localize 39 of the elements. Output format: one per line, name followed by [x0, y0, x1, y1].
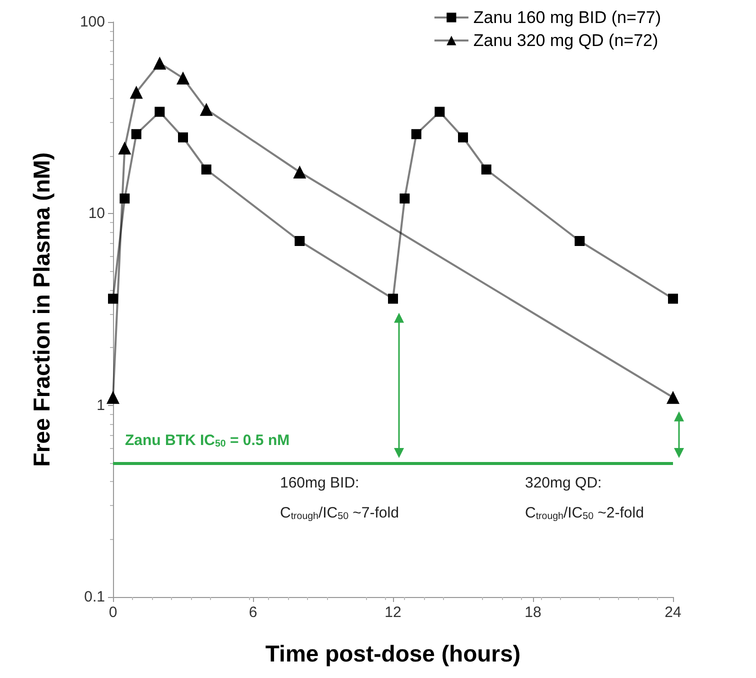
point — [458, 132, 468, 142]
x-tick-label: 6 — [248, 604, 258, 621]
annotation: 160mg BID: Ctrough/IC50 ~7-fold — [280, 474, 399, 522]
point — [293, 165, 306, 178]
point — [120, 193, 130, 204]
ref-line-label: Zanu BTK IC50 = 0.5 nM — [125, 432, 290, 450]
point — [176, 72, 190, 85]
legend-label: Zanu 160 mg BID (n=77) — [473, 8, 662, 27]
x-tick-label: 12 — [384, 604, 402, 621]
x-axis-title: Time post-dose (hours) — [265, 640, 521, 666]
point — [668, 294, 678, 304]
point — [153, 56, 166, 70]
point — [130, 86, 143, 99]
point — [574, 236, 585, 246]
point — [400, 193, 410, 204]
legend-label: Zanu 320 mg QD (n=72) — [473, 31, 658, 50]
point — [200, 102, 213, 116]
x-tick-label: 24 — [664, 604, 682, 621]
point — [294, 236, 305, 246]
y-tick-label: 1 — [96, 396, 105, 414]
y-axis-title: Free Fraction in Plasma (nM) — [28, 152, 54, 467]
point — [201, 164, 212, 174]
y-tick-label: 10 — [88, 205, 105, 222]
point — [666, 390, 680, 404]
point — [154, 106, 165, 117]
point — [106, 390, 120, 404]
point — [434, 106, 445, 117]
y-tick-label: 100 — [80, 14, 105, 30]
point — [411, 129, 422, 140]
point — [131, 129, 142, 140]
point — [118, 142, 132, 155]
point — [178, 132, 188, 142]
x-tick-label: 0 — [108, 604, 118, 621]
point — [388, 294, 398, 304]
point — [108, 294, 118, 304]
point — [481, 164, 492, 174]
x-tick-label: 18 — [524, 604, 542, 621]
y-tick-label: 0.1 — [84, 588, 105, 606]
annotation: 320mg QD: Ctrough/IC50 ~2-fold — [525, 474, 644, 522]
